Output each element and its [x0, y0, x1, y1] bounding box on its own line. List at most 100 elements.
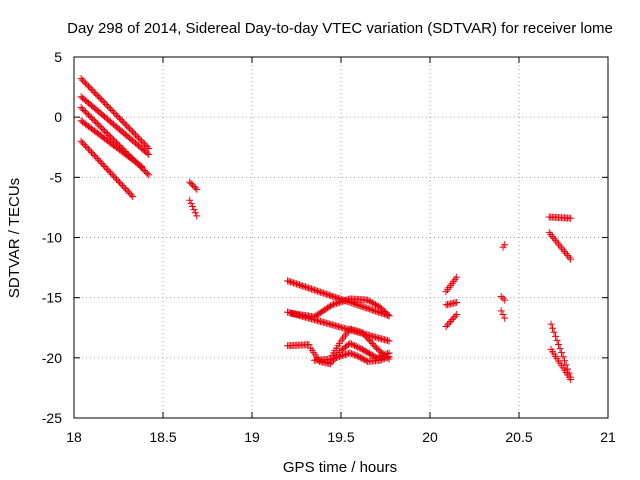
data-point: [367, 298, 375, 306]
data-point: [84, 111, 92, 119]
data-point: [343, 296, 351, 304]
data-point: [140, 140, 148, 148]
data-point: [111, 110, 119, 118]
data-point: [369, 306, 377, 314]
data-point: [338, 352, 346, 360]
data-point: [316, 288, 324, 296]
data-point: [553, 336, 561, 344]
data-point: [331, 300, 339, 308]
data-point: [294, 280, 302, 288]
data-point: [363, 348, 371, 356]
data-point: [291, 279, 299, 287]
data-point: [101, 163, 109, 171]
data-point: [382, 354, 390, 362]
data-point: [77, 137, 85, 145]
data-point: [559, 353, 567, 361]
data-point: [102, 100, 110, 108]
data-point: [129, 128, 137, 136]
data-point: [191, 184, 199, 192]
data-point: [363, 333, 371, 341]
data-point: [555, 341, 563, 349]
data-point: [350, 351, 358, 359]
data-point: [333, 354, 341, 362]
data-point: [130, 129, 138, 137]
data-point: [303, 283, 311, 291]
data-point: [309, 286, 317, 294]
data-point: [385, 312, 393, 320]
data-point: [384, 310, 392, 318]
data-point: [77, 104, 85, 112]
data-point: [547, 320, 555, 328]
data-point: [330, 300, 338, 308]
data-point: [331, 354, 339, 362]
data-point: [143, 169, 151, 177]
data-point: [101, 127, 109, 135]
data-point: [189, 202, 197, 210]
data-point: [324, 291, 332, 299]
data-point: [83, 109, 91, 117]
data-point: [448, 316, 456, 324]
data-point: [120, 183, 128, 191]
data-point: [501, 241, 509, 249]
data-point: [132, 131, 140, 139]
data-point: [186, 196, 194, 204]
data-point: [564, 365, 572, 373]
data-point: [95, 156, 103, 164]
data-point: [92, 90, 100, 98]
data-point: [364, 349, 372, 357]
data-point: [80, 106, 88, 114]
data-point: [87, 85, 95, 93]
data-point: [104, 130, 112, 138]
data-point: [136, 135, 144, 143]
data-point: [288, 278, 296, 286]
data-point: [499, 311, 507, 319]
data-point: [360, 346, 368, 354]
data-point: [384, 353, 392, 361]
data-point: [82, 142, 90, 150]
data-point: [310, 286, 318, 294]
data-point: [118, 182, 126, 190]
data-point: [96, 123, 104, 131]
data-point: [93, 155, 101, 163]
data-point: [115, 178, 123, 186]
data-point: [142, 168, 150, 176]
data-point: [86, 112, 94, 120]
data-point: [325, 291, 333, 299]
data-point: [111, 174, 119, 182]
data-point: [328, 301, 336, 309]
data-point: [338, 297, 346, 305]
y-tick-label: -5: [50, 169, 63, 185]
data-point: [126, 189, 134, 197]
data-point: [87, 114, 95, 122]
data-point: [83, 144, 91, 152]
data-point: [142, 141, 150, 149]
data-point: [118, 117, 126, 125]
data-point: [187, 199, 195, 207]
data-point: [328, 292, 336, 300]
x-tick-label: 18: [66, 429, 82, 445]
data-point: [334, 353, 342, 361]
data-point: [340, 351, 348, 359]
data-point: [117, 116, 125, 124]
data-point: [385, 353, 393, 361]
data-point: [87, 148, 95, 156]
data-point: [358, 329, 366, 337]
data-point: [98, 124, 106, 132]
data-point: [368, 299, 376, 307]
data-point: [102, 164, 110, 172]
data-point: [354, 343, 362, 351]
data-point: [362, 357, 370, 365]
data-point: [499, 294, 507, 302]
data-point: [300, 282, 308, 290]
x-tick-label: 21: [600, 429, 616, 445]
data-point: [143, 143, 151, 151]
data-point: [336, 353, 344, 361]
data-point: [367, 350, 375, 358]
data-point: [453, 273, 461, 281]
data-point: [80, 78, 88, 86]
data-point: [561, 357, 569, 365]
data-point: [558, 349, 566, 357]
data-point: [567, 255, 575, 263]
data-point: [445, 319, 453, 327]
